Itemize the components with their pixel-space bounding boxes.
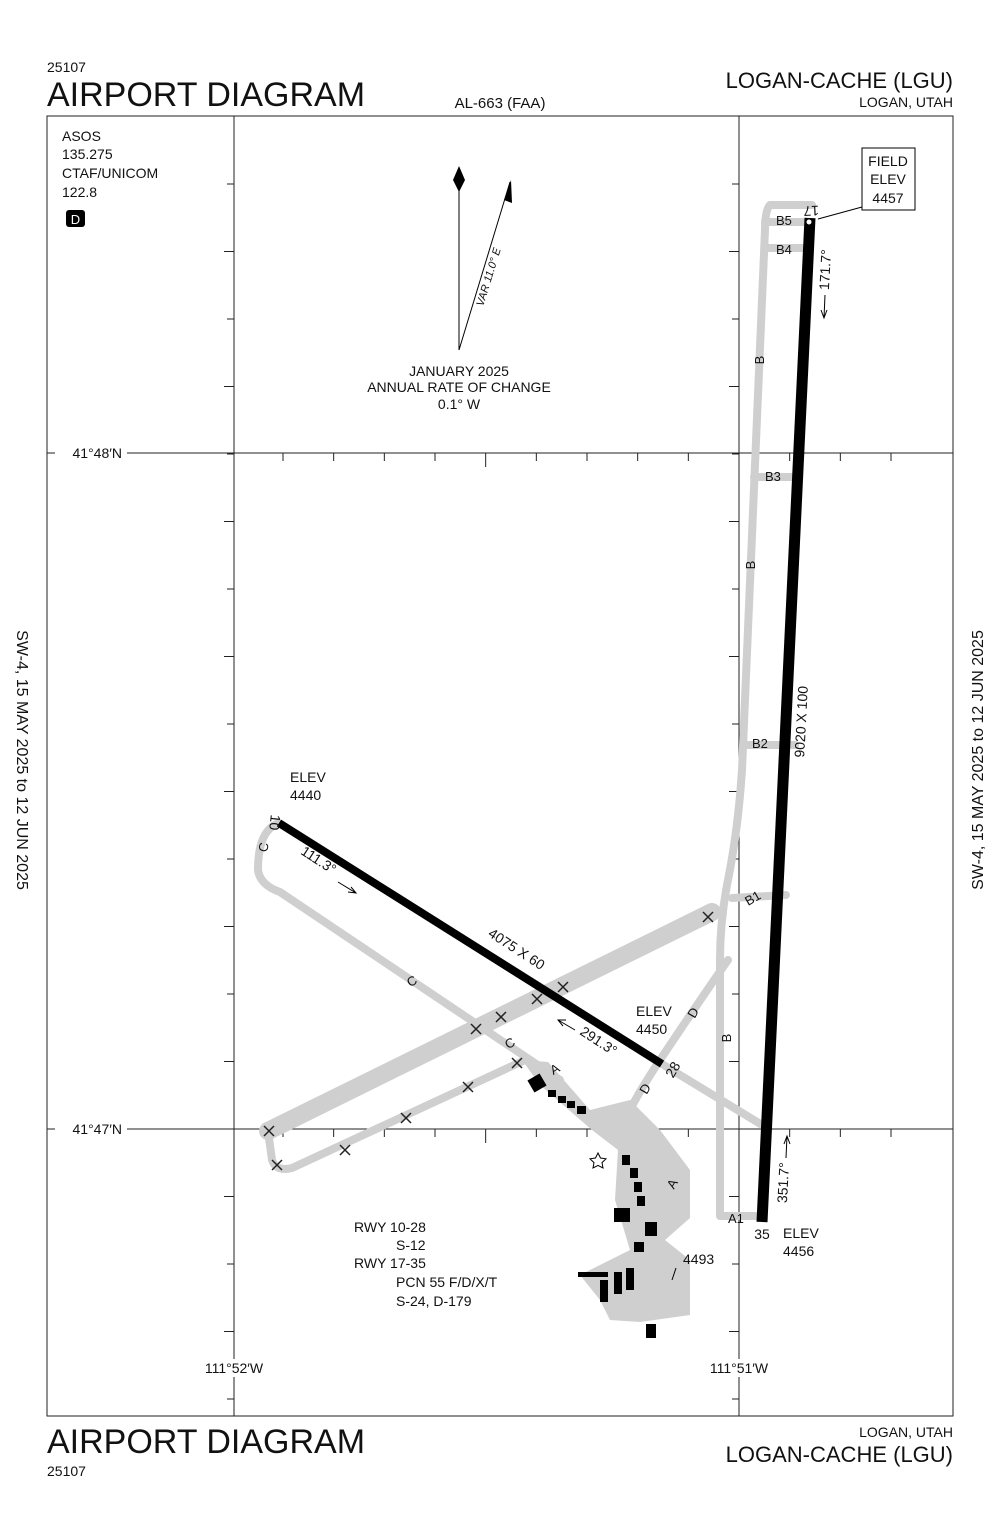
heading-arrow — [820, 294, 828, 320]
chart-ref: AL-663 (FAA) — [455, 95, 546, 112]
runway-17-35 — [756, 217, 816, 1223]
magnetic-north — [458, 181, 511, 351]
note: PCN 55 F/D/X/T — [396, 1274, 498, 1290]
field-elev-label: FIELD — [868, 153, 908, 169]
runway-dimensions: 4075 X 60 — [486, 925, 548, 973]
runway-heading: 171.7° — [816, 249, 834, 290]
latitude: 41°47′N — [73, 1121, 122, 1137]
airport-name: LOGAN-CACHE (LGU) — [726, 68, 953, 93]
apron — [522, 1060, 690, 1322]
note: RWY 10-28 — [354, 1219, 426, 1235]
city: LOGAN, UTAH — [859, 94, 953, 110]
runway-10-28 — [276, 819, 665, 1068]
closed-runway — [259, 903, 721, 1140]
note: RWY 17-35 — [354, 1255, 426, 1271]
taxiway-b — [716, 201, 816, 1220]
taxiway-label: B — [752, 356, 767, 365]
elev-value: 4456 — [783, 1243, 814, 1259]
beacon — [588, 1151, 608, 1169]
buildings — [527, 1073, 657, 1338]
longitude: 111°51′W — [710, 1360, 769, 1376]
field-elev-value: 4457 — [872, 190, 903, 206]
elev-value: 4440 — [290, 787, 321, 803]
leader — [817, 206, 863, 220]
heading-arrow — [337, 881, 358, 894]
chart-title: AIRPORT DIAGRAM — [47, 1423, 365, 1461]
chart-title: AIRPORT DIAGRAM — [47, 76, 365, 114]
taxiway-c — [254, 819, 564, 1084]
taxiway-label: B — [719, 1034, 734, 1043]
field-elev-label: ELEV — [870, 171, 906, 187]
taxiway-link — [658, 1060, 766, 1129]
elev-value: 4450 — [636, 1021, 667, 1037]
taxiway-label: A1 — [728, 1211, 744, 1226]
taxiway-label: C — [255, 841, 271, 853]
variation: VAR 11.0° E — [475, 246, 504, 308]
note: S-24, D-179 — [396, 1293, 472, 1309]
taxiway-label: B3 — [765, 469, 781, 484]
magnetic-arrow — [504, 180, 512, 203]
label-bg — [196, 1359, 272, 1377]
chart-id: 25107 — [47, 1463, 86, 1479]
elev-label: ELEV — [290, 769, 326, 785]
effective-dates: SW-4, 15 MAY 2025 to 12 JUN 2025 — [970, 630, 987, 890]
elev-label: ELEV — [783, 1225, 819, 1241]
north-arrow — [453, 166, 465, 192]
city: LOGAN, UTAH — [859, 1424, 953, 1440]
airspace-box — [66, 210, 85, 227]
label-bg — [701, 1359, 777, 1377]
effective-dates: SW-4, 15 MAY 2025 to 12 JUN 2025 — [13, 630, 30, 890]
ctaf-label: CTAF/UNICOM — [62, 165, 158, 181]
note: S-12 — [396, 1237, 426, 1253]
taxiway-label: B1 — [742, 888, 763, 909]
runway-end: 10 — [266, 814, 284, 831]
heading-arrow — [783, 1134, 791, 1159]
variation-rate-label: ANNUAL RATE OF CHANGE — [367, 379, 551, 395]
airport-name: LOGAN-CACHE (LGU) — [726, 1442, 953, 1467]
taxiway-label: B4 — [776, 242, 792, 257]
runway-heading: 351.7° — [774, 1162, 792, 1203]
label-bg — [55, 1121, 127, 1137]
runway-end: 17 — [803, 203, 820, 220]
taxiway-d — [626, 956, 732, 1114]
airspace-class: D — [71, 212, 80, 227]
taxiway-label: B — [743, 561, 758, 570]
elevation-point — [805, 218, 813, 226]
field-elev-box — [861, 147, 916, 211]
asos-frequency: 135.275 — [62, 146, 113, 162]
taxiway-label: B5 — [776, 213, 792, 228]
variation-rate: 0.1° W — [438, 396, 481, 412]
runway-dimensions: 9020 X 100 — [791, 685, 811, 758]
elev-value: 4493 — [683, 1251, 714, 1267]
taxiways — [254, 201, 816, 1322]
heading-arrow — [556, 1019, 576, 1031]
asos-label: ASOS — [62, 128, 101, 144]
variation-date: JANUARY 2025 — [409, 363, 509, 379]
frame — [46, 115, 954, 1417]
runway-end: 28 — [662, 1059, 684, 1081]
elev-label: ELEV — [636, 1003, 672, 1019]
label-bg — [55, 445, 127, 461]
chart-id: 25107 — [47, 59, 86, 75]
leader — [671, 1267, 677, 1281]
taxiway-label: B2 — [752, 736, 768, 751]
ctaf-frequency: 122.8 — [62, 184, 97, 200]
runway-end: 35 — [754, 1226, 770, 1242]
connectors — [728, 218, 812, 902]
latitude: 41°48′N — [73, 445, 122, 461]
closed-marks — [263, 911, 714, 1171]
longitude: 111°52′W — [205, 1360, 264, 1376]
